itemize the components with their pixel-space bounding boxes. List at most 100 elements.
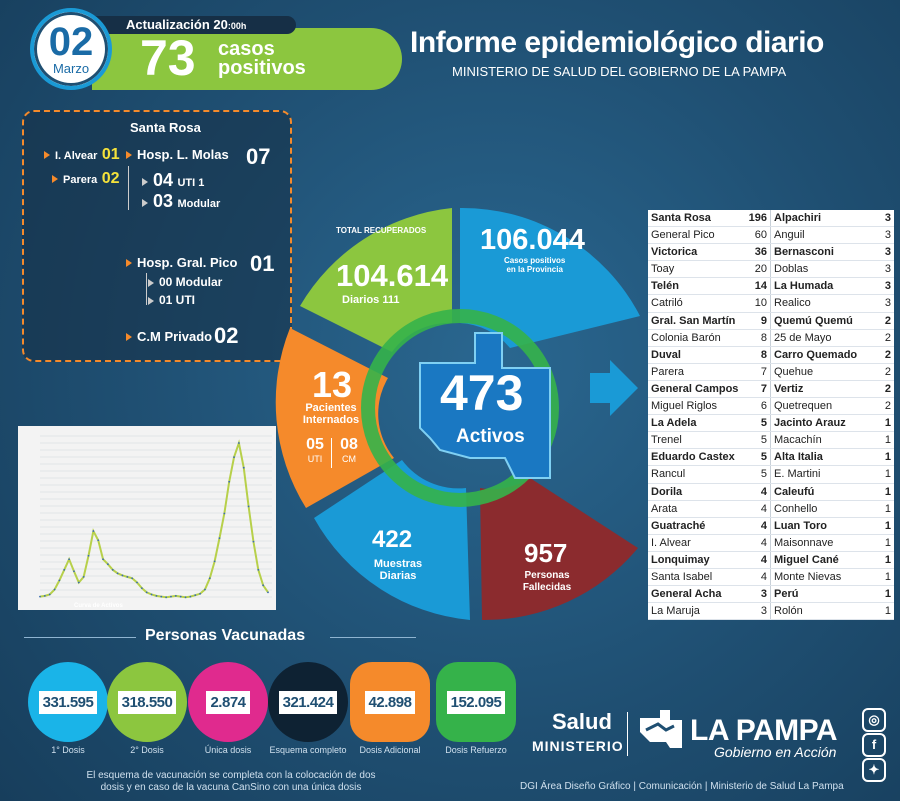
vaccine-badge: 321.424: [268, 662, 348, 742]
table-row: Miguel Riglos 6 Quetrequen 2: [648, 398, 894, 416]
locality-value: 196: [748, 212, 767, 224]
active-curve-point: [63, 568, 66, 571]
table-cell: Quehue 2: [771, 364, 894, 380]
uti-block: 05 UTI: [302, 436, 328, 464]
locality-name: Alpachiri: [774, 212, 822, 224]
date-badge: 02 Marzo: [30, 8, 112, 90]
locality-name: Macachín: [774, 434, 822, 447]
locality-name: Anguil: [774, 229, 805, 242]
locality-name: La Maruja: [651, 605, 700, 618]
locality-value: 2: [884, 382, 891, 395]
hosp-label-1: Pacientes: [305, 402, 357, 414]
table-row: General Campos 7 Vertiz 2: [648, 380, 894, 399]
table-row: Gral. San Martín 9 Quemú Quemú 2: [648, 312, 894, 330]
positive-segment: [460, 207, 640, 348]
locality-name: Toay: [651, 263, 675, 276]
table-cell: Duval 8: [648, 346, 771, 363]
page-subtitle: MINISTERIO DE SALUD DEL GOBIERNO DE LA P…: [452, 64, 787, 79]
ministerio-logo: MINISTERIO: [532, 738, 624, 754]
locality-name: Telén: [651, 280, 679, 293]
inner-ring: [361, 309, 559, 507]
locality-value: 20: [754, 263, 767, 276]
locality-value: 2: [884, 365, 891, 378]
cases-label-1: casos: [218, 38, 275, 60]
table-cell: General Acha 3: [648, 586, 771, 603]
locality-value: 6: [760, 400, 767, 413]
active-curve-point: [39, 595, 41, 598]
molas-value: 07: [246, 144, 271, 169]
facebook-icon[interactable]: f: [862, 733, 886, 757]
table-cell: I. Alvear 4: [648, 534, 771, 551]
instagram-icon[interactable]: ◎: [862, 708, 886, 732]
locality-value: 1: [884, 536, 891, 549]
twitter-icon[interactable]: ✦: [862, 758, 886, 782]
molas-modular-row: 03 Modular: [142, 191, 220, 212]
table-row: Toay 20 Doblas 3: [648, 261, 894, 279]
locality-value: 14: [754, 280, 767, 293]
locality-name: Lonquimay: [651, 553, 710, 566]
locality-name: Catriló: [651, 297, 683, 310]
table-cell: Caleufú 1: [771, 484, 894, 500]
locality-value: 3: [760, 605, 767, 618]
table-row: Santa Rosa 196 Alpachiri 3: [648, 210, 894, 228]
active-curve-point: [68, 558, 71, 561]
locality-name: Quehue: [774, 365, 814, 378]
table-cell: La Adela 5: [648, 415, 771, 432]
locality-value: 4: [760, 536, 767, 549]
privado-row: C.M Privado: [126, 328, 212, 346]
active-curve-point: [116, 572, 119, 575]
locality-name: Rolón: [774, 605, 803, 618]
locality-value: 5: [760, 434, 767, 447]
locality-name: Doblas: [774, 263, 809, 276]
locality-name: Vertiz: [774, 382, 804, 395]
locality-value: 5: [760, 468, 767, 481]
table-row: Catriló 10 Realico 3: [648, 295, 894, 313]
locality-value: 2: [884, 400, 891, 413]
active-curve-point: [82, 575, 85, 578]
locality-value: 2: [884, 348, 891, 361]
active-curve-point: [150, 593, 153, 596]
santa-rosa-title: Santa Rosa: [130, 120, 201, 135]
deaths-value: 957: [524, 538, 568, 568]
table-row: Telén 14 La Humada 3: [648, 278, 894, 296]
locality-value: 1: [884, 468, 891, 481]
divider: [627, 712, 628, 756]
chart-title: Curva de Activos: [74, 603, 123, 609]
arrow-icon: [590, 360, 638, 416]
active-curve-point: [102, 558, 104, 561]
locality-value: 36: [754, 246, 767, 259]
arrow-icon: [126, 258, 132, 267]
date-month: Marzo: [52, 60, 90, 76]
deaths-label-1: Personas: [524, 570, 570, 581]
active-curve-point: [136, 581, 138, 584]
locality-name: Perú: [774, 588, 799, 601]
locality-name: Jacinto Arauz: [774, 417, 846, 430]
table-cell: Dorila 4: [648, 483, 771, 500]
credits: DGI Área Diseño Gráfico | Comunicación |…: [520, 781, 844, 792]
locality-value: 1: [884, 485, 891, 498]
table-cell: Colonia Barón 8: [648, 329, 771, 346]
molas-modular-label: Modular: [177, 198, 221, 210]
locality-value: 10: [754, 297, 767, 310]
cm-value: 08: [340, 436, 358, 453]
locality-value: 3: [884, 212, 891, 224]
active-label: Activos: [456, 426, 525, 447]
locality-name: Colonia Barón: [651, 331, 721, 344]
table-cell: Catriló 10: [648, 295, 771, 312]
active-curve-point: [97, 539, 100, 542]
locality-value: 8: [760, 331, 767, 344]
table-cell: Maisonnave 1: [771, 535, 894, 551]
locality-value: 4: [760, 502, 767, 515]
vaccine-value: 321.424: [278, 690, 338, 714]
table-cell: Carro Quemado 2: [771, 347, 894, 363]
hospitalized-segment: [275, 328, 394, 508]
pico-row: Hosp. Gral. Pico: [126, 254, 237, 272]
locality-name: Realico: [774, 297, 811, 310]
table-cell: Miguel Cané 1: [771, 552, 894, 568]
active-curve-point: [184, 596, 187, 599]
table-cell: Alta Italia 1: [771, 449, 894, 465]
update-bar: Actualización 20:00h: [90, 16, 296, 34]
deaths-segment: [480, 478, 638, 621]
cm-label: CM: [342, 454, 356, 464]
active-curve-point: [53, 588, 56, 591]
